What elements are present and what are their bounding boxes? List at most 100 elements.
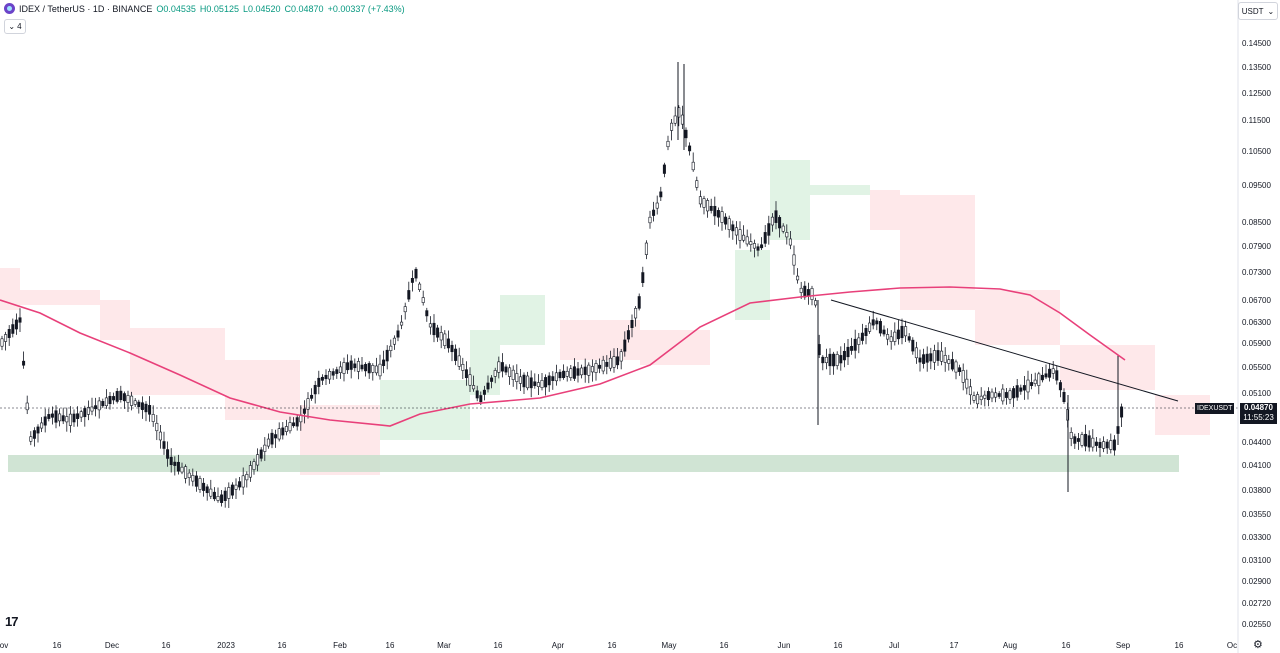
candle-body [259, 449, 263, 459]
candle-body [731, 224, 735, 232]
candle-body [709, 205, 713, 211]
candle-body [169, 456, 173, 466]
candle-body [392, 337, 396, 345]
candle-body [0, 338, 4, 347]
candle-body [781, 225, 785, 232]
candle-body [1055, 370, 1059, 381]
candle-body [223, 490, 227, 501]
candle-body [1094, 441, 1098, 446]
cloud-segment [770, 160, 810, 240]
candle-body [1105, 441, 1109, 449]
candle-body [90, 406, 94, 412]
candle-body [1062, 391, 1066, 403]
tradingview-logo[interactable]: 17 [5, 614, 19, 629]
time-scale-label: 16 [162, 641, 171, 650]
candle-body [641, 272, 645, 283]
candle-body [158, 431, 162, 441]
candle-body [943, 355, 947, 363]
candle-body [342, 362, 346, 374]
candle-body [176, 461, 180, 472]
candle-body [569, 368, 573, 378]
candle-body [886, 334, 890, 340]
candle-body [540, 380, 544, 388]
candle-body [828, 353, 832, 367]
gear-icon[interactable]: ⚙ [1253, 639, 1263, 651]
candle-body [522, 374, 526, 388]
candle-body [335, 369, 339, 374]
candle-body [842, 350, 846, 361]
currency-selector[interactable]: USDT ⌄ [1238, 2, 1278, 20]
price-scale-label: 0.02900 [1242, 577, 1271, 586]
candle-body [958, 367, 962, 373]
candle-body [1112, 439, 1116, 451]
candle-body [68, 413, 72, 426]
candle-body [173, 461, 177, 466]
candle-body [716, 210, 720, 218]
candle-body [724, 216, 728, 225]
candle-body [187, 472, 191, 478]
candle-body [367, 363, 371, 374]
price-scale-label: 0.03800 [1242, 486, 1271, 495]
candle-body [97, 400, 101, 411]
candle-body [428, 323, 432, 328]
candle-body [734, 227, 738, 236]
candle-body [356, 361, 360, 372]
candle-body [486, 382, 490, 390]
candle-body [1026, 379, 1030, 393]
candle-body [950, 359, 954, 370]
symbol-legend[interactable]: IDEX / TetherUS · 1D · BINANCE O0.04535 … [4, 3, 405, 14]
candle-body [79, 411, 83, 418]
cloud-segment [100, 300, 130, 340]
candle-body [803, 285, 807, 298]
candle-body [40, 422, 44, 429]
last-price-symbol-tag: IDEXUSDT [1195, 403, 1235, 414]
candle-body [673, 115, 677, 124]
candle-body [1030, 382, 1034, 386]
symbol-title[interactable]: IDEX / TetherUS · 1D · BINANCE [19, 3, 153, 14]
time-scale-label: 17 [950, 641, 959, 650]
price-scale[interactable]: 0.14500 0.13500 0.12500 0.11500 0.10500 0.095… [1242, 39, 1271, 629]
candle-body [306, 398, 310, 410]
candle-body [1073, 436, 1077, 444]
candle-body [130, 395, 134, 406]
candle-body [670, 122, 674, 131]
candle-body [14, 319, 18, 330]
trend-line[interactable] [830, 299, 1179, 402]
candle-body [806, 289, 810, 297]
candle-body [378, 363, 382, 377]
candle-body [1080, 434, 1084, 446]
candle-body [994, 392, 998, 398]
candle-body [86, 406, 90, 415]
candle-body [529, 377, 533, 389]
price-scale-label: 0.04100 [1242, 461, 1271, 470]
candle-body [425, 310, 429, 317]
candle-body [893, 331, 897, 342]
indicators-toggle-button[interactable]: ⌄ 4 [4, 19, 26, 34]
candle-body [691, 161, 695, 171]
time-scale-label: Feb [333, 641, 347, 650]
candle-body [446, 338, 450, 349]
candle-body [990, 391, 994, 399]
time-scale-label: 16 [1062, 641, 1071, 650]
candle-body [598, 364, 602, 369]
candle-body [1102, 441, 1106, 449]
candle-body [932, 350, 936, 363]
candle-body [101, 401, 105, 407]
candle-body [241, 475, 245, 488]
time-scale[interactable]: ov 16 Dec 16 2023 16 Feb 16 Mar 16 Apr 16 May 16 Jun 16… [0, 641, 1237, 650]
candle-body [385, 349, 389, 362]
time-scale-label: Oc [1227, 641, 1237, 650]
time-scale-label: 16 [608, 641, 617, 650]
candle-body [835, 354, 839, 366]
candle-body [133, 400, 137, 405]
time-scale-label: 16 [1175, 641, 1184, 650]
candle-body [292, 422, 296, 427]
candle-body [947, 359, 951, 364]
candle-body [36, 426, 40, 434]
candle-body [662, 164, 666, 174]
candle-body [515, 373, 519, 382]
candle-body [389, 345, 393, 351]
candle-body [976, 394, 980, 405]
candle-body [1076, 438, 1080, 442]
